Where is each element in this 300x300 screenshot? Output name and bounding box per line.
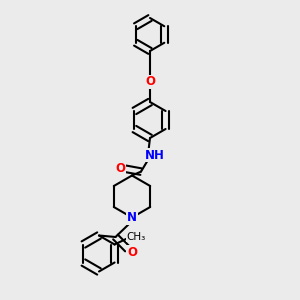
Text: O: O	[145, 75, 155, 88]
Text: N: N	[127, 211, 137, 224]
Text: O: O	[127, 245, 137, 259]
Text: NH: NH	[145, 148, 164, 162]
Text: O: O	[115, 162, 125, 175]
Text: CH₃: CH₃	[126, 232, 145, 242]
